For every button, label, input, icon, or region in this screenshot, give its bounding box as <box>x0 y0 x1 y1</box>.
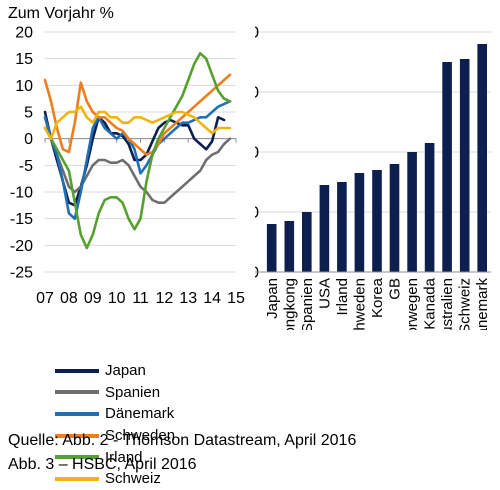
series-line-schweiz <box>43 105 232 140</box>
x-tick-label: Irland <box>334 278 351 316</box>
bar-hongkong <box>284 221 295 272</box>
x-tick-label: Kanada <box>422 277 439 329</box>
bar-korea <box>372 170 382 272</box>
bar-kanada <box>424 143 435 272</box>
bar-norwegen <box>407 152 417 272</box>
legend-label: Spanien <box>105 383 161 401</box>
legend-label: Japan <box>105 362 146 380</box>
legend-item: Japan <box>55 360 175 382</box>
legend-swatch <box>55 433 99 438</box>
y-tick-label: 15 <box>15 51 33 68</box>
x-tick-label: GB <box>387 278 404 300</box>
y-tick-label: -10 <box>10 185 33 202</box>
legend-item: Spanien <box>55 382 175 404</box>
bar-australien <box>442 62 452 272</box>
x-tick-label: Australien <box>439 278 456 330</box>
x-tick-label: Korea <box>369 277 386 318</box>
x-tick-label: 13 <box>179 290 197 307</box>
legend-label: Irland <box>105 448 143 466</box>
y-tick-label: -5 <box>19 158 33 175</box>
x-tick-label: Hongkong <box>281 278 298 330</box>
y-tick-label: 5 <box>24 105 33 122</box>
y-tick-label: -15 <box>10 211 33 228</box>
legend-swatch <box>55 368 99 373</box>
x-tick-label: Schweiz <box>457 278 474 330</box>
x-tick-label: Dänemark <box>474 278 491 330</box>
legend-swatch <box>55 455 99 460</box>
line-chart-title: Zum Vorjahr % <box>8 5 114 22</box>
x-tick-label: 10 <box>108 290 126 307</box>
y-tick-label: -25 <box>10 265 33 282</box>
x-tick-label: USA <box>316 278 333 309</box>
x-tick-label: 08 <box>60 290 78 307</box>
y-tick-label: 90 <box>255 145 259 162</box>
x-tick-label: Japan <box>264 278 281 319</box>
source-line-1: Quelle: Abb. 2 - Thomson Datastream, Apr… <box>8 432 357 449</box>
y-tick-label: 130 <box>255 25 259 42</box>
bar-schweden <box>354 173 365 272</box>
source-line-2: Abb. 3 – HSBC, April 2016 <box>8 456 197 473</box>
x-tick-label: 07 <box>36 290 54 307</box>
y-tick-label: 70 <box>255 205 259 222</box>
legend-swatch <box>55 476 99 481</box>
bar-dänemark <box>477 44 487 272</box>
legend-swatch <box>55 411 99 416</box>
y-tick-label: 10 <box>15 78 33 95</box>
y-tick-label: -20 <box>10 238 33 255</box>
x-tick-label: 11 <box>132 290 149 307</box>
line-chart-legend: Japan Spanien Dänemark Schweden Irland Schwei… <box>55 360 175 490</box>
series-line-dänemark <box>43 100 232 220</box>
legend-label: Dänemark <box>105 405 175 423</box>
x-tick-label: 15 <box>227 290 245 307</box>
x-tick-label: 14 <box>203 290 221 307</box>
y-tick-label: 110 <box>255 85 259 102</box>
legend-item: Schweden <box>55 425 175 447</box>
bar-spanien <box>302 212 312 272</box>
bar-japan <box>266 224 277 272</box>
x-tick-label: 09 <box>84 290 102 307</box>
bar-schweiz <box>459 59 470 272</box>
x-tick-label: Schweden <box>351 278 368 330</box>
series-line-irland <box>43 52 232 250</box>
y-tick-label: 50 <box>255 265 259 282</box>
legend-item: Dänemark <box>55 403 175 425</box>
legend-label: Schweden <box>105 427 176 445</box>
series-line-schweden <box>43 73 232 156</box>
bar-gb <box>389 164 400 272</box>
bar-chart: 130 110 90 70 50 JapanHongkongSpanienUSAIrlan… <box>255 25 491 330</box>
bar-usa <box>319 185 330 272</box>
x-tick-label: Norwegen <box>404 278 421 330</box>
y-tick-label: 0 <box>24 131 33 148</box>
legend-item: Irland <box>55 446 175 468</box>
bar-irland <box>337 182 347 272</box>
x-tick-label: 12 <box>155 290 173 307</box>
x-tick-label: Spanien <box>299 278 316 330</box>
legend-swatch <box>55 390 99 395</box>
y-tick-label: 20 <box>15 25 33 42</box>
series-line-spanien <box>43 116 232 204</box>
